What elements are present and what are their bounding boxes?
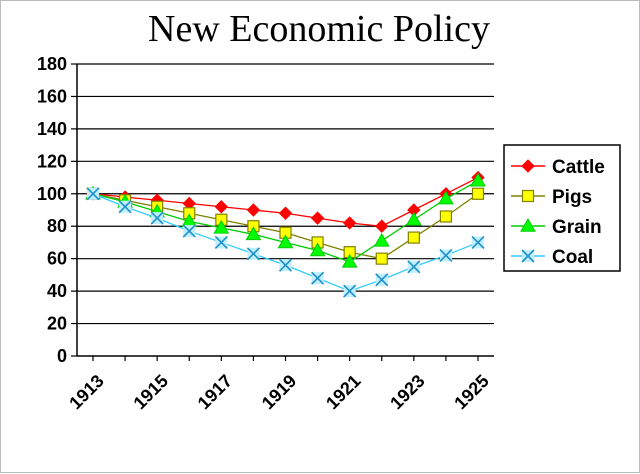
data-point-grain xyxy=(405,211,422,226)
data-point-coal xyxy=(471,235,485,250)
data-point-coal xyxy=(150,211,164,225)
data-point-grain xyxy=(341,253,358,268)
x-tick-label: 1917 xyxy=(194,371,236,413)
gridlines xyxy=(77,63,494,325)
data-point-pigs xyxy=(471,187,485,200)
legend-label: Cattle xyxy=(552,157,605,178)
legend-label: Pigs xyxy=(552,187,592,208)
series-lines xyxy=(85,170,486,298)
data-point-grain xyxy=(277,234,294,249)
data-point-pigs xyxy=(439,210,453,223)
data-point-coal xyxy=(118,200,132,214)
data-point-coal xyxy=(375,273,389,287)
data-point-grain xyxy=(245,226,262,241)
y-axis-ticks: 0 20 40 60 80 100 120 140 160 180 xyxy=(37,54,67,366)
x-tick-label: 1921 xyxy=(322,371,364,413)
data-point-coal xyxy=(278,258,293,272)
series-grain xyxy=(85,172,486,268)
data-point-grain xyxy=(438,190,454,205)
y-tick-label: 140 xyxy=(37,119,67,139)
y-tick-label: 40 xyxy=(47,281,67,301)
legend: Cattle Pigs Grain Coal xyxy=(503,144,621,272)
y-tick-label: 60 xyxy=(47,249,67,269)
data-point-cattle xyxy=(375,219,389,233)
y-tick-label: 160 xyxy=(37,86,67,106)
data-point-cattle xyxy=(310,211,325,225)
data-point-grain xyxy=(470,172,486,187)
legend-marker-grain xyxy=(520,217,536,232)
y-tick-label: 120 xyxy=(37,151,67,171)
y-tick-label: 180 xyxy=(37,54,67,74)
data-point-cattle xyxy=(278,206,293,220)
data-point-coal xyxy=(311,271,325,285)
data-point-coal xyxy=(182,224,196,238)
y-tick-label: 100 xyxy=(37,184,67,204)
data-point-cattle xyxy=(214,200,229,214)
x-tick-label: 1923 xyxy=(386,371,428,413)
x-tick-label: 1925 xyxy=(450,371,492,413)
data-point-grain xyxy=(309,242,326,257)
series-line-grain xyxy=(92,180,479,263)
data-point-coal xyxy=(343,284,357,298)
data-point-cattle xyxy=(246,203,261,217)
chart-title: New Economic Policy xyxy=(148,8,490,50)
y-tick-label: 20 xyxy=(47,314,67,334)
x-tick-label: 1919 xyxy=(258,371,300,413)
legend-marker-cattle xyxy=(521,159,535,173)
data-point-pigs xyxy=(375,252,388,265)
series-coal xyxy=(86,187,485,298)
legend-marker-coal xyxy=(521,249,535,263)
data-point-grain xyxy=(373,232,390,247)
x-tick-label: 1913 xyxy=(65,371,107,413)
data-point-pigs xyxy=(407,231,420,244)
x-axis-ticks: 1913 1915 1917 1919 1921 1923 1925 xyxy=(65,371,492,413)
data-point-cattle xyxy=(342,216,357,230)
legend-marker-pigs xyxy=(521,189,535,203)
data-point-coal xyxy=(439,248,453,262)
y-tick-label: 0 xyxy=(57,346,67,366)
axes xyxy=(71,63,494,361)
data-point-coal xyxy=(407,260,421,274)
data-point-coal xyxy=(214,235,228,250)
legend-label: Coal xyxy=(552,247,593,268)
data-point-coal xyxy=(86,187,100,201)
y-tick-label: 80 xyxy=(47,216,67,236)
legend-label: Grain xyxy=(552,217,602,238)
data-point-coal xyxy=(246,247,260,261)
x-tick-label: 1915 xyxy=(130,371,172,413)
series-cattle xyxy=(86,170,485,233)
data-point-grain xyxy=(213,219,230,234)
